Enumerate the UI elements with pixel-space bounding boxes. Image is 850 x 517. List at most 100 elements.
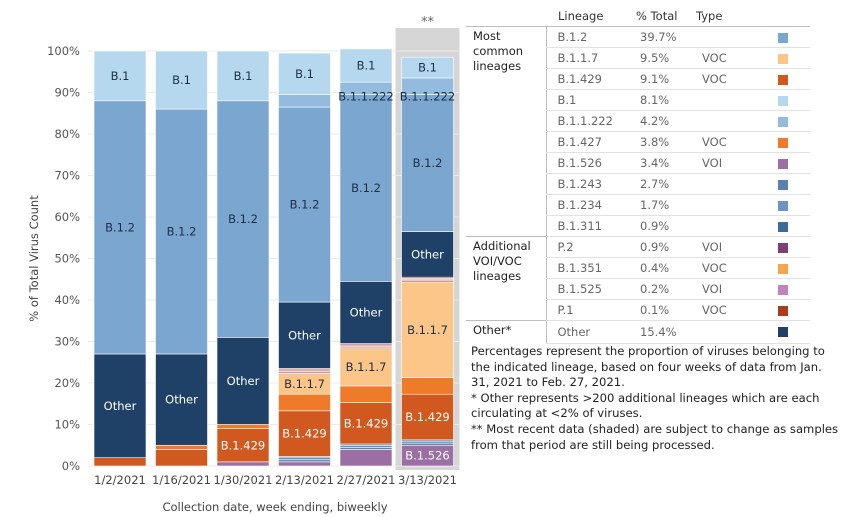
bar-label: B.1 [234,69,253,83]
x-tick-label: 2/13/2021 [275,473,334,487]
lineage-cell: B.1.525 [545,278,626,300]
lineage-cell: B.1.2 [545,26,626,48]
color-cell [756,26,810,48]
bar-label: B.1.2 [167,225,197,239]
pct-cell: 3.4% [626,152,696,174]
note-percentages: Percentages represent the proportion of … [471,344,825,390]
bar-segment-B-1-429 [401,393,454,441]
y-tick-label: 20% [54,376,80,390]
type-cell: VOC [696,47,756,69]
table-row: B.1.429 9.1% VOC [466,68,810,90]
color-cell [756,152,810,174]
type-cell [696,110,756,132]
bar-label: Other [350,305,383,319]
bar-segment-B-1-427 [155,444,208,450]
bar-segment-B-1 [278,52,331,95]
lineage-cell: B.1 [545,89,626,111]
bar-label: B.1.2 [351,181,381,195]
color-cell [756,89,810,111]
x-tick-label: 1/16/2021 [152,473,211,487]
table-row: B.1.1.7 9.5% VOC [466,47,810,69]
bar-label: B.1.2 [413,156,443,170]
y-tick-label: 30% [54,335,80,349]
pct-cell: 9.5% [626,47,696,69]
legend-swatch [778,137,788,148]
table-row: B.1.427 3.8% VOC [466,131,810,153]
bar-segment-B-1-2 [155,108,208,355]
group-label: Most common lineages [466,26,546,237]
bar-label: B.1.1.222 [338,90,393,104]
legend-swatch [778,74,788,85]
bar-label: B.1.2 [228,212,258,226]
color-cell [756,194,810,216]
color-cell [756,215,810,237]
type-cell: VOI [696,278,756,300]
color-cell [756,47,810,69]
pct-cell: 0.9% [626,236,696,258]
type-cell [696,26,756,48]
y-tick-label: 50% [54,252,80,266]
table-row: Other* Other 15.4% [466,320,810,344]
bar-segment-B-1-1-222 [278,94,331,108]
note-shaded: ** Most recent data (shaded) are subject… [471,421,839,452]
bar-segment-B-1-427 [216,424,270,429]
color-cell [756,68,810,90]
pct-cell: 8.1% [626,89,696,111]
x-tick-label: 3/13/2021 [398,473,457,487]
pct-cell: 39.7% [626,26,696,48]
bar-segment-B-1-427 [401,377,454,395]
bar-label: B.1 [295,67,314,81]
bar-segment-Other [401,231,454,278]
bar-segment-Other [93,353,147,459]
bar-label: B.1.429 [405,410,449,424]
bar-label: B.1.526 [405,449,449,463]
table-row: B.1.311 0.9% [466,215,810,237]
type-cell [696,173,756,195]
bar-segment-B-1-429 [93,457,147,467]
bar-label: Other [165,393,198,407]
bar-segment-B-1-234 [401,440,454,444]
type-cell: VOC [696,68,756,90]
bar-segment-B-1-429 [155,449,208,467]
y-tick-label: 100% [47,44,80,58]
bar-segment-B-1-243 [278,459,331,463]
bar-label: Other [227,374,260,388]
bar-segment-B-1-234 [278,457,331,461]
bar-segment-B-1-2 [339,94,393,282]
bar-segment-B-1 [216,50,270,102]
table-row: P.1 0.1% VOC [466,299,810,321]
bar-segment-B-1-2 [278,106,331,303]
pct-cell: 9.1% [626,68,696,90]
legend-swatch [778,221,788,232]
bar-segment-Other [339,281,393,344]
color-cell [756,320,810,344]
x-tick-label: 2/27/2021 [337,473,396,487]
type-cell [696,194,756,216]
y-axis-label: % of Total Virus Count [27,195,41,322]
group-label: Additional VOI/VOC lineages [466,236,546,321]
legend-swatch [778,116,788,127]
color-cell [756,110,810,132]
y-tick-label: 10% [54,418,80,432]
bar-label: B.1.429 [344,416,388,430]
pct-cell: 3.8% [626,131,696,153]
bar-label: B.1 [111,69,130,83]
bar-label: B.1.1.7 [346,360,387,374]
bar-segment-B-1-427 [339,385,393,403]
type-cell: VOI [696,152,756,174]
pct-cell: 4.2% [626,110,696,132]
bar-segment-Other [155,353,208,446]
bar-label: B.1.429 [282,427,326,441]
legend-swatch [778,263,788,274]
bar-label: B.1.1.7 [284,377,325,391]
table-row: B.1.234 1.7% [466,194,810,216]
y-tick-label: 40% [54,293,80,307]
color-cell [756,299,810,321]
legend-swatch [778,95,788,106]
lineage-header: Lineage [558,9,604,23]
type-cell: VOI [696,236,756,258]
note-other: * Other represents >200 additional linea… [471,390,820,421]
shaded-column-marker: ** [421,15,435,30]
y-tick-label: 90% [54,86,80,100]
legend-swatch [778,284,788,295]
